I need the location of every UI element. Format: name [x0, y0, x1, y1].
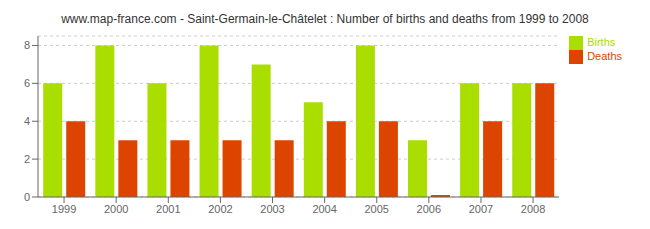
svg-text:2003: 2003 [260, 203, 284, 215]
svg-text:2008: 2008 [521, 203, 545, 215]
html-text:Births: Births [587, 36, 616, 48]
svg-text:8: 8 [24, 39, 30, 51]
svg-text:2002: 2002 [208, 203, 232, 215]
svg-text:2006: 2006 [417, 203, 441, 215]
svg-text:2007: 2007 [469, 203, 493, 215]
svg-text:0: 0 [24, 191, 30, 203]
svg-text:4: 4 [24, 115, 30, 127]
svg-text:2000: 2000 [104, 203, 128, 215]
svg-text:2: 2 [24, 153, 30, 165]
svg-text:2004: 2004 [312, 203, 336, 215]
svg-text:6: 6 [24, 77, 30, 89]
svg-text:2005: 2005 [364, 203, 388, 215]
svg-text:2001: 2001 [156, 203, 180, 215]
svg-text:1999: 1999 [52, 203, 76, 215]
html-text:www.map-france.com - Saint-Ger: www.map-france.com - Saint-Germain-le-Ch… [61, 12, 589, 26]
html-text:Deaths: Deaths [587, 50, 622, 63]
